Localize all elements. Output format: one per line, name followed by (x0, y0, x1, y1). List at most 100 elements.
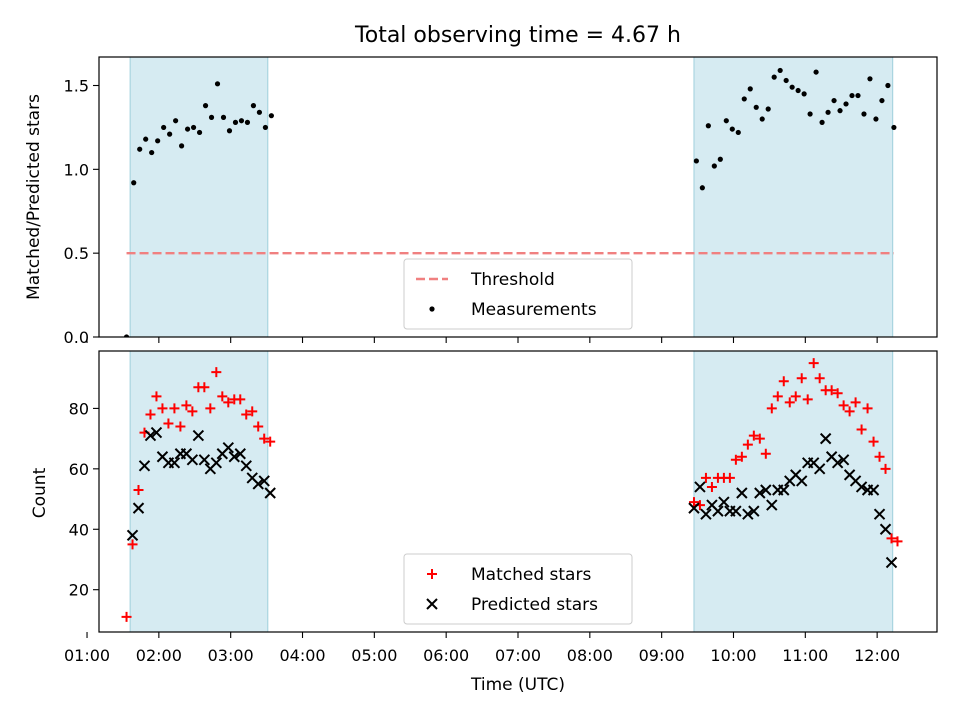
measurement-point (711, 163, 717, 169)
matched-star-point (736, 451, 747, 462)
measurement-point (771, 74, 777, 80)
top-y-tick-label: 0.5 (64, 244, 89, 263)
matched-star-point (199, 382, 210, 393)
predicted-star-point (138, 460, 151, 472)
measurement-point (149, 149, 155, 156)
matched-star-point (760, 448, 771, 459)
matched-star-point (748, 430, 759, 441)
legend-label: Predicted stars (471, 595, 598, 615)
measurement-point (717, 156, 723, 162)
matched-star-point (796, 373, 807, 384)
bottom-legend: Matched stars Predicted stars (403, 553, 633, 625)
legend-label: Threshold (470, 270, 555, 290)
predicted-star-point (222, 441, 234, 454)
measurement-point (735, 129, 741, 136)
measurement-point (155, 138, 161, 144)
measurement-point (208, 114, 215, 120)
predicted-star-point (736, 487, 748, 499)
top-legend: Threshold Measurements (403, 258, 633, 330)
matched-star-point (151, 391, 162, 402)
measurement-point (179, 143, 185, 149)
matched-star-point (265, 436, 276, 447)
matched-star-point (724, 472, 735, 483)
matched-star-point (850, 397, 861, 408)
matched-star-point (253, 421, 264, 432)
matched-star-point (802, 394, 813, 405)
measurement-point (807, 111, 813, 117)
measurement-point (765, 106, 771, 112)
predicted-star-point (198, 454, 211, 466)
measurement-point (143, 136, 149, 142)
matched-star-point (241, 409, 252, 420)
x-tick-label: 01:00 (64, 646, 110, 665)
measurement-point (693, 158, 699, 164)
matched-star-point (844, 406, 855, 417)
x-tick-label: 04:00 (279, 646, 325, 665)
measurement-point (849, 92, 855, 99)
matched-star-point (145, 409, 156, 420)
legend-measurement-swatch (429, 306, 435, 312)
measurement-point (729, 126, 735, 132)
matched-star-point (163, 418, 174, 429)
matched-star-point (766, 403, 777, 414)
matched-star-point (259, 433, 270, 444)
matched-star-point (868, 436, 879, 447)
measurement-point (268, 113, 274, 119)
matched-star-point (157, 403, 168, 414)
measurement-point (137, 146, 143, 152)
predicted-star-point (742, 508, 754, 520)
legend-box (403, 553, 633, 625)
predicted-star-point (234, 448, 246, 460)
predicted-star-point (150, 426, 163, 439)
x-tick-label: 02:00 (136, 646, 182, 665)
top-y-tick-label: 1.0 (64, 160, 89, 179)
predicted-star-point (885, 556, 898, 569)
x-tick-label: 12:00 (854, 646, 900, 665)
measurement-point (190, 124, 197, 131)
predicted-star-point (192, 429, 205, 442)
measurement-point (825, 109, 831, 115)
measurement-point (705, 123, 711, 129)
measurement-point (184, 126, 191, 132)
predicted-star-point (694, 481, 706, 493)
bottom-y-tick-label: 80 (69, 399, 89, 418)
matched-star-point (742, 439, 753, 450)
matched-star-point (784, 397, 795, 408)
measurement-point (753, 104, 759, 110)
measurement-point (861, 111, 867, 117)
measurement-point (202, 103, 209, 109)
legend-label: Matched stars (471, 565, 591, 585)
measurement-point (789, 84, 795, 90)
measurement-point (723, 118, 729, 124)
x-tick-label: 08:00 (567, 646, 613, 665)
predicted-star-point (186, 454, 199, 466)
matched-star-point (211, 367, 222, 378)
x-tick-label: 09:00 (639, 646, 685, 665)
x-tick-label: 05:00 (351, 646, 397, 665)
measurement-point (783, 77, 789, 84)
matched-star-point (862, 403, 873, 414)
measurement-point (747, 86, 753, 92)
top-y-axis-label: Matched/Predicted stars (24, 94, 44, 300)
bottom-shaded-interval (693, 350, 894, 633)
measurement-point (238, 118, 245, 124)
predicted-star-point (855, 481, 868, 493)
predicted-star-point (873, 508, 886, 520)
top-plot-area (123, 67, 897, 337)
x-tick-label: 10:00 (710, 646, 756, 665)
legend-matched-swatch (427, 569, 437, 579)
measurement-point (879, 97, 885, 104)
predicted-star-point (718, 496, 730, 508)
predicted-star-point (796, 475, 808, 487)
predicted-star-point (168, 457, 181, 469)
matched-star-point (181, 400, 192, 411)
matched-star-point (856, 424, 867, 435)
matched-star-point (247, 406, 258, 417)
measurement-point (167, 131, 173, 137)
measurement-point (173, 118, 179, 124)
chart-title: Total observing time = 4.67 h (354, 23, 681, 48)
top-panel: 0.0 0.5 1.0 1.5 Threshold Measurements (64, 56, 938, 347)
matched-star-point (892, 536, 903, 547)
predicted-star-point (879, 523, 892, 535)
predicted-star-point (258, 475, 270, 487)
